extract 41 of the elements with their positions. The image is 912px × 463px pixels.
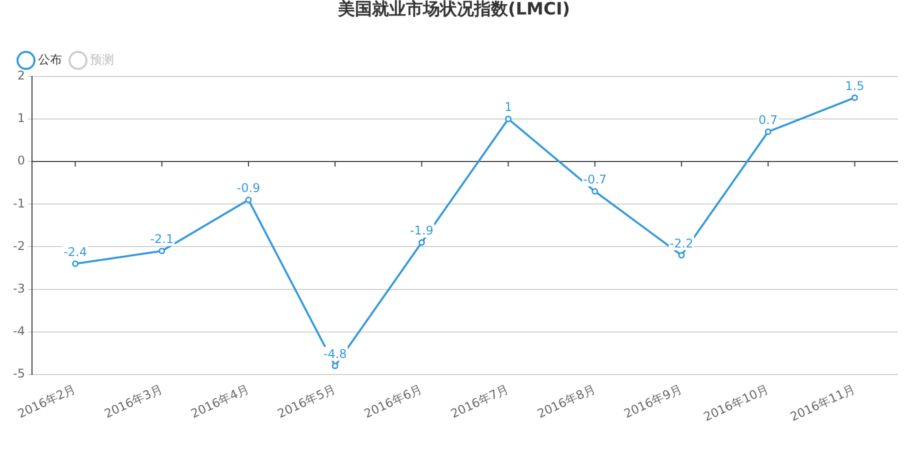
x-tick-label: 2016年6月 bbox=[362, 382, 424, 421]
point bbox=[72, 260, 79, 267]
x-tick-label: 2016年3月 bbox=[102, 382, 164, 421]
point bbox=[592, 188, 598, 195]
point bbox=[245, 196, 252, 204]
data-label: 1.5 bbox=[845, 78, 864, 93]
x-tick-label: 2016年8月 bbox=[535, 382, 598, 421]
data-label: 0.7 bbox=[758, 112, 778, 127]
point bbox=[158, 248, 166, 254]
y-tick-label: 2 bbox=[17, 68, 25, 83]
chart-title: 美国就业市场状况指数(LMCI) bbox=[336, 0, 570, 20]
point bbox=[764, 128, 772, 135]
y-tick-label: -3 bbox=[12, 281, 25, 296]
y-tick-label: 1 bbox=[17, 111, 25, 126]
y-tick-label: 0 bbox=[17, 154, 25, 168]
data-label: -1.9 bbox=[410, 224, 434, 238]
x-tick-label: 2016年10月 bbox=[701, 382, 771, 424]
data-label: -2.4 bbox=[64, 244, 87, 259]
data-label: -4.8 bbox=[323, 347, 347, 362]
legend-label: 预测 bbox=[90, 52, 114, 67]
data-label: -2.1 bbox=[150, 232, 174, 246]
data-label: -2.2 bbox=[670, 236, 694, 250]
point bbox=[678, 252, 685, 258]
y-tick-label: -4 bbox=[12, 324, 25, 338]
data-label: -0.9 bbox=[236, 181, 260, 195]
point bbox=[851, 94, 858, 101]
point bbox=[505, 116, 512, 122]
point bbox=[332, 362, 338, 370]
point bbox=[418, 239, 425, 246]
y-tick-label: -5 bbox=[12, 366, 25, 381]
x-tick-label: 2016年11月 bbox=[788, 382, 858, 424]
x-tick-label: 2016年4月 bbox=[188, 382, 252, 421]
y-tick-label: -1 bbox=[12, 196, 25, 210]
y-tick-label: -2 bbox=[12, 238, 25, 253]
data-label: -0.7 bbox=[583, 172, 607, 186]
x-tick-label: 2016年9月 bbox=[622, 382, 684, 421]
x-tick-label: 2016年2月 bbox=[16, 382, 78, 421]
data-label: 1 bbox=[504, 100, 512, 114]
legend-label: 公布 bbox=[38, 52, 62, 67]
x-tick-label: 2016年7月 bbox=[448, 382, 511, 421]
x-tick-label: 2016年5月 bbox=[275, 382, 338, 421]
